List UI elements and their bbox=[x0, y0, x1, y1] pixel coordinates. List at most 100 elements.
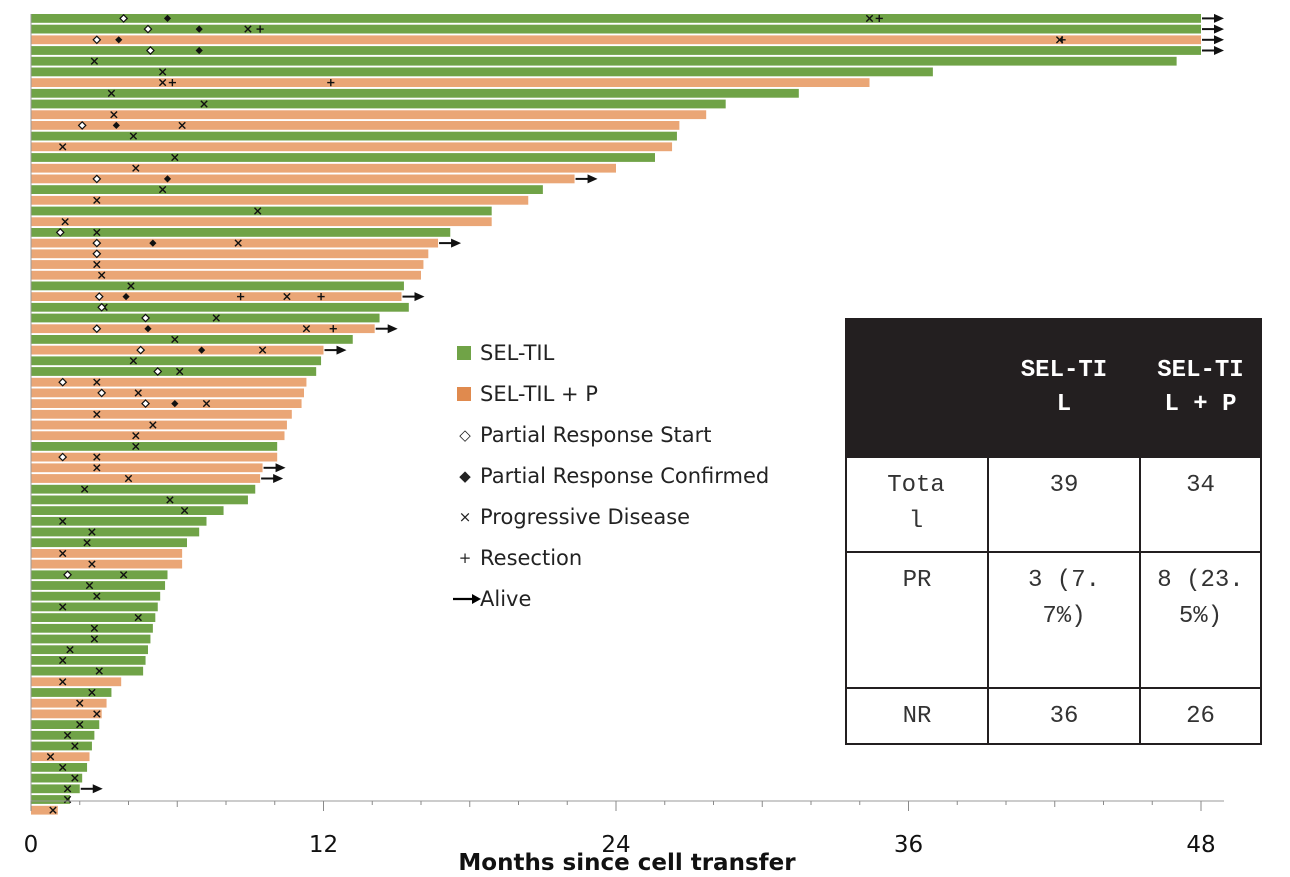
progressive-disease-marker bbox=[93, 453, 101, 461]
table-row: Total 39 34 bbox=[845, 456, 1262, 553]
alive-arrow bbox=[261, 474, 284, 483]
bar-sel-til bbox=[31, 313, 380, 323]
plus-icon: + bbox=[458, 549, 472, 567]
legend-item-pr-confirmed: ◆ Partial Response Confirmed bbox=[452, 459, 832, 500]
legend: SEL-TIL SEL-TIL + P ◇ Partial Response S… bbox=[452, 336, 832, 623]
bar-sel-til bbox=[31, 99, 726, 109]
summary-table: SEL-TIL SEL-TIL + P Total 39 34 PR 3 (7.… bbox=[845, 318, 1262, 745]
x-axis-title: Months since cell transfer bbox=[458, 850, 796, 876]
bar-sel-til bbox=[31, 206, 492, 216]
legend-label: Partial Response Confirmed bbox=[480, 464, 770, 488]
legend-label: SEL-TIL bbox=[480, 341, 555, 365]
bars-layer bbox=[31, 14, 1201, 815]
bar-sel-til bbox=[31, 56, 1177, 66]
resection-marker bbox=[875, 14, 883, 22]
bar-sel-til-p bbox=[31, 474, 261, 483]
progressive-disease-marker bbox=[71, 774, 79, 782]
progressive-disease-marker bbox=[119, 571, 128, 579]
legend-item-pr-start: ◇ Partial Response Start bbox=[452, 418, 832, 459]
progressive-disease-marker bbox=[202, 399, 211, 408]
bar-sel-til-p bbox=[31, 270, 421, 280]
partial-response-start-marker bbox=[94, 292, 104, 302]
cross-icon: × bbox=[458, 508, 472, 526]
bar-sel-til bbox=[31, 795, 70, 804]
bar-sel-til bbox=[31, 335, 353, 344]
progressive-disease-marker bbox=[171, 153, 179, 162]
bar-sel-til-p bbox=[31, 238, 439, 248]
sel-til-swatch bbox=[457, 346, 471, 360]
legend-item-sel-til-p: SEL-TIL + P bbox=[452, 377, 832, 418]
progressive-disease-marker bbox=[71, 742, 79, 750]
legend-label: SEL-TIL + P bbox=[480, 382, 598, 406]
bar-sel-til-p bbox=[31, 399, 302, 408]
bar-sel-til-p bbox=[31, 195, 529, 205]
bar-sel-til bbox=[31, 656, 146, 665]
partial-response-start-marker bbox=[92, 249, 102, 259]
resection-marker bbox=[1058, 36, 1066, 44]
progressive-disease-marker bbox=[90, 57, 99, 65]
x-tick-label: 12 bbox=[309, 832, 338, 858]
x-tick-label: 24 bbox=[601, 832, 630, 858]
bar-sel-til-p bbox=[31, 249, 429, 259]
alive-arrow bbox=[80, 784, 103, 794]
progressive-disease-marker bbox=[93, 260, 101, 269]
bar-sel-til bbox=[31, 591, 161, 601]
resection-marker bbox=[256, 25, 264, 33]
partial-response-start-marker bbox=[92, 174, 102, 184]
partial-response-start-marker bbox=[97, 302, 107, 312]
bar-sel-til-p bbox=[31, 121, 680, 130]
bar-sel-til-p bbox=[31, 217, 492, 227]
legend-label: Resection bbox=[480, 546, 583, 570]
legend-label: Partial Response Start bbox=[480, 423, 712, 447]
progressive-disease-marker bbox=[88, 688, 96, 697]
progressive-disease-marker bbox=[90, 635, 99, 643]
partial-response-start-marker bbox=[58, 452, 68, 462]
bar-sel-til bbox=[31, 784, 80, 794]
bar-sel-til bbox=[31, 773, 83, 783]
partial-response-start-marker bbox=[97, 388, 107, 398]
progressive-disease-marker bbox=[58, 603, 67, 611]
progressive-disease-marker bbox=[865, 14, 874, 23]
bar-sel-til bbox=[31, 688, 112, 697]
bar-sel-til-p bbox=[31, 752, 90, 762]
progressive-disease-marker bbox=[93, 196, 101, 204]
progressive-disease-marker bbox=[132, 442, 140, 451]
bar-sel-til bbox=[31, 613, 156, 622]
bar-sel-til bbox=[31, 153, 655, 162]
bar-sel-til-p bbox=[31, 174, 575, 184]
bar-sel-til-p bbox=[31, 409, 292, 419]
bar-sel-til bbox=[31, 634, 151, 644]
x-tick-label: 48 bbox=[1186, 832, 1215, 858]
arrow-right-icon bbox=[453, 594, 481, 604]
alive-arrow bbox=[1202, 46, 1224, 55]
progressive-disease-marker bbox=[129, 132, 138, 140]
progressive-disease-marker bbox=[63, 795, 72, 804]
row-label: NR bbox=[845, 687, 989, 745]
partial-response-start-marker bbox=[92, 35, 102, 45]
legend-item-sel-til: SEL-TIL bbox=[452, 336, 832, 377]
alive-arrow bbox=[263, 463, 286, 473]
progressive-disease-marker bbox=[90, 624, 99, 632]
x-axis: 0 12 24 36 48 bbox=[24, 14, 1224, 858]
bar-sel-til bbox=[31, 570, 168, 580]
alive-arrow bbox=[324, 345, 347, 355]
partial-response-confirmed-marker bbox=[171, 400, 179, 408]
legend-label: Progressive Disease bbox=[480, 505, 691, 529]
bar-sel-til bbox=[31, 185, 543, 194]
partial-response-start-marker bbox=[141, 399, 151, 409]
bar-sel-til-p bbox=[31, 805, 58, 815]
diamond-open-icon: ◇ bbox=[459, 426, 471, 444]
partial-response-start-marker bbox=[153, 367, 163, 376]
progressive-disease-marker bbox=[149, 421, 157, 429]
progressive-disease-marker bbox=[171, 335, 179, 344]
partial-response-start-marker bbox=[143, 24, 153, 34]
bar-sel-til bbox=[31, 527, 200, 537]
alive-arrow bbox=[402, 292, 425, 302]
bar-sel-til-p bbox=[31, 324, 375, 334]
table-header-cell bbox=[845, 318, 989, 458]
alive-arrow bbox=[575, 174, 598, 184]
resection-marker bbox=[327, 79, 335, 87]
bar-sel-til bbox=[31, 228, 451, 237]
bar-sel-til-p bbox=[31, 452, 278, 462]
